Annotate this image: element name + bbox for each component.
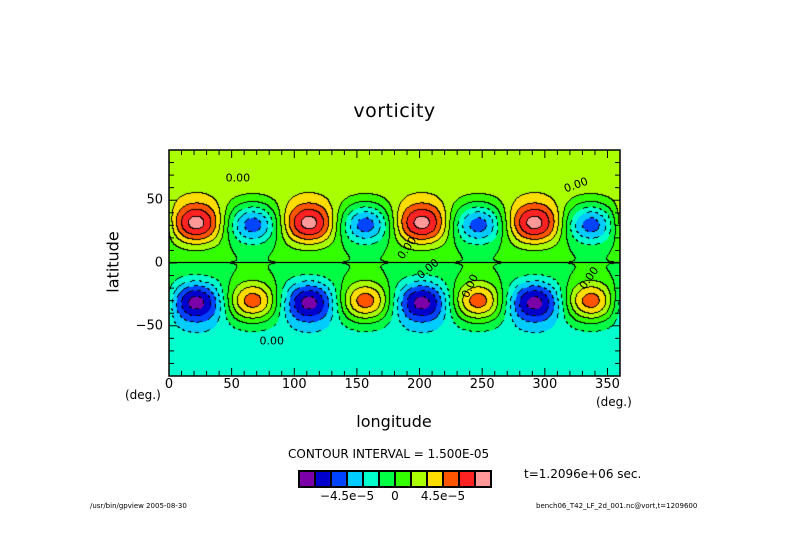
- colorbar-swatch: [412, 472, 428, 486]
- contour-label: 0.00: [259, 334, 284, 348]
- footer-file-variable: bench06_T42_LF_2d_001.nc@vort,t=1209600: [536, 502, 698, 510]
- colorbar-swatch: [316, 472, 332, 486]
- colorbar-swatch: [364, 472, 380, 486]
- y-axis-unit: (deg.): [125, 388, 161, 402]
- colorbar-tick-label: 4.5e−5: [420, 489, 466, 503]
- x-tick-label: 50: [223, 377, 240, 392]
- x-tick-label: 350: [595, 377, 620, 392]
- contour-label: 0.00: [225, 171, 251, 185]
- colorbar-swatch: [444, 472, 460, 486]
- x-tick-label: 0: [164, 377, 174, 392]
- x-tick-label: 100: [281, 377, 307, 392]
- chart-title: vorticity: [353, 100, 436, 122]
- colorbar: [298, 470, 492, 488]
- colorbar-tick-label: −4.5e−5: [319, 489, 375, 503]
- colorbar-swatch: [348, 472, 364, 486]
- y-tick-label: 50: [146, 192, 163, 208]
- colorbar-swatch: [332, 472, 348, 486]
- colorbar-swatch: [428, 472, 444, 486]
- x-tick-label: 250: [469, 377, 495, 392]
- colorbar-swatch: [380, 472, 396, 486]
- colorbar-swatch: [476, 472, 490, 486]
- colorbar-tick-label: 0: [391, 489, 399, 503]
- footer-program-date: /usr/bin/gpview 2005-08-30: [90, 502, 187, 510]
- x-tick-label: 200: [407, 377, 432, 392]
- colorbar-swatch: [460, 472, 476, 486]
- colorbar-swatch: [300, 472, 316, 486]
- x-axis-unit: (deg.): [596, 395, 632, 409]
- x-axis-label: longitude: [356, 412, 432, 431]
- colorbar-swatch: [396, 472, 412, 486]
- time-label: t=1.2096e+06 sec.: [524, 467, 642, 481]
- x-tick-label: 300: [532, 377, 558, 392]
- contour-interval-label: CONTOUR INTERVAL = 1.500E-05: [288, 447, 490, 461]
- x-tick-label: 150: [344, 377, 370, 392]
- y-axis-label: latitude: [103, 231, 123, 293]
- y-tick-label: 0: [154, 255, 163, 271]
- y-tick-label: −50: [135, 318, 163, 334]
